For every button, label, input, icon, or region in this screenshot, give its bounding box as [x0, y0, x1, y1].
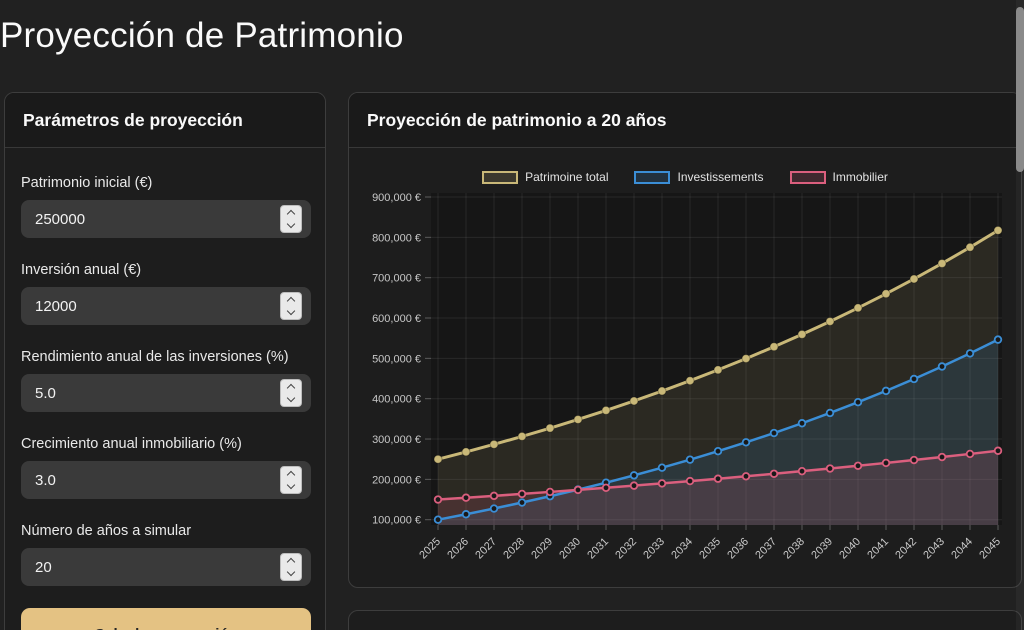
inversion-anual-value: 12000 — [35, 297, 77, 315]
legend-label: Patrimoine total — [525, 170, 609, 184]
chevron-up-icon[interactable] — [286, 209, 296, 219]
chart-card-title: Proyección de patrimonio a 20 años — [349, 93, 1021, 148]
crecimiento-inmobiliario-label: Crecimiento anual inmobiliario (%) — [21, 436, 242, 452]
svg-text:2035: 2035 — [697, 536, 723, 562]
number-stepper[interactable] — [280, 292, 302, 320]
legend-label: Immobilier — [832, 170, 888, 184]
svg-text:2032: 2032 — [613, 536, 639, 562]
projection-chart: 100,000 € 200,000 € 300,000 € 400,000 € 500,… — [372, 192, 1003, 562]
svg-text:400,000 €: 400,000 € — [372, 394, 421, 406]
svg-text:2030: 2030 — [557, 536, 583, 562]
chevron-up-icon[interactable] — [286, 557, 296, 567]
svg-text:2029: 2029 — [529, 536, 555, 562]
svg-text:800,000 €: 800,000 € — [372, 232, 421, 244]
svg-text:2037: 2037 — [753, 536, 779, 562]
rendimiento-anual-input[interactable]: 5.0 — [21, 374, 311, 412]
scrollbar-track[interactable] — [1016, 0, 1024, 630]
legend-swatch-icon — [634, 170, 671, 184]
svg-text:2044: 2044 — [949, 536, 975, 562]
scrollbar-thumb[interactable] — [1016, 7, 1024, 172]
field-inversion-anual: Inversión anual (€) 12000 — [21, 262, 311, 325]
crecimiento-inmobiliario-input[interactable]: 3.0 — [21, 461, 311, 499]
page-title: Proyección de Patrimonio — [0, 16, 404, 55]
patrimonio-inicial-value: 250000 — [35, 210, 86, 228]
bottom-card — [348, 610, 1022, 630]
number-stepper[interactable] — [280, 553, 302, 581]
legend-item-0[interactable]: Patrimoine total — [482, 170, 608, 184]
series-markers-2 — [433, 446, 1003, 504]
svg-text:900,000 €: 900,000 € — [372, 192, 421, 204]
inversion-anual-label: Inversión anual (€) — [21, 262, 142, 278]
field-rendimiento-anual: Rendimiento anual de las inversiones (%)… — [21, 349, 311, 412]
field-patrimonio-inicial: Patrimonio inicial (€) 250000 — [21, 175, 311, 238]
svg-text:2040: 2040 — [837, 536, 863, 562]
plot-area — [431, 193, 1002, 525]
svg-text:200,000 €: 200,000 € — [372, 474, 421, 486]
patrimonio-inicial-label: Patrimonio inicial (€) — [21, 175, 153, 191]
svg-text:700,000 €: 700,000 € — [372, 273, 421, 285]
series-markers-0 — [433, 225, 1003, 464]
axis-ticks — [425, 196, 999, 530]
patrimonio-inicial-input[interactable]: 250000 — [21, 200, 311, 238]
legend-swatch-icon — [482, 170, 519, 184]
legend-item-1[interactable]: Investissements — [634, 170, 764, 184]
svg-text:2039: 2039 — [809, 536, 835, 562]
svg-text:2038: 2038 — [781, 536, 807, 562]
svg-text:500,000 €: 500,000 € — [372, 353, 421, 365]
legend-swatch-icon — [789, 170, 826, 184]
rendimiento-anual-label: Rendimiento anual de las inversiones (%) — [21, 349, 289, 365]
chevron-down-icon[interactable] — [286, 219, 296, 229]
params-form: Patrimonio inicial (€) 250000 Inversión … — [5, 148, 325, 630]
rendimiento-anual-value: 5.0 — [35, 384, 56, 402]
gridlines — [431, 193, 1002, 525]
legend-label: Investissements — [677, 170, 764, 184]
number-stepper[interactable] — [280, 205, 302, 233]
numero-anos-label: Número de años a simular — [21, 523, 192, 539]
chevron-up-icon[interactable] — [286, 296, 296, 306]
svg-text:2036: 2036 — [725, 536, 751, 562]
svg-text:300,000 €: 300,000 € — [372, 434, 421, 446]
calcular-proyeccion-button[interactable]: Calcular proyección — [21, 608, 311, 630]
chevron-up-icon[interactable] — [286, 470, 296, 480]
svg-text:2028: 2028 — [501, 536, 527, 562]
svg-text:2027: 2027 — [473, 536, 499, 562]
svg-text:2026: 2026 — [445, 536, 471, 562]
svg-text:2025: 2025 — [417, 536, 443, 562]
svg-text:2033: 2033 — [641, 536, 667, 562]
chevron-down-icon[interactable] — [286, 393, 296, 403]
area-fill-1 — [438, 339, 998, 525]
chart-card: Proyección de patrimonio a 20 años 100,0… — [348, 92, 1022, 588]
chart-legend: Patrimoine total Investissements Immobilie… — [349, 170, 1021, 184]
chevron-up-icon[interactable] — [286, 383, 296, 393]
field-crecimiento-inmobiliario: Crecimiento anual inmobiliario (%) 3.0 — [21, 436, 311, 499]
svg-text:2034: 2034 — [669, 536, 695, 562]
svg-text:2043: 2043 — [921, 536, 947, 562]
svg-text:600,000 €: 600,000 € — [372, 313, 421, 325]
numero-anos-value: 20 — [35, 558, 52, 576]
numero-anos-input[interactable]: 20 — [21, 548, 311, 586]
chart-body: 100,000 € 200,000 € 300,000 € 400,000 € 500,… — [349, 148, 1021, 586]
chevron-down-icon[interactable] — [286, 480, 296, 490]
svg-text:2045: 2045 — [977, 536, 1003, 562]
svg-text:2041: 2041 — [865, 536, 891, 562]
chevron-down-icon[interactable] — [286, 306, 296, 316]
svg-text:100,000 €: 100,000 € — [372, 515, 421, 527]
chevron-down-icon[interactable] — [286, 567, 296, 577]
params-card: Parámetros de proyección Patrimonio inic… — [4, 92, 326, 630]
legend-item-2[interactable]: Immobilier — [789, 170, 888, 184]
params-card-title: Parámetros de proyección — [5, 93, 325, 148]
svg-text:2042: 2042 — [893, 536, 919, 562]
y-axis-labels: 100,000 € 200,000 € 300,000 € 400,000 € 500,… — [372, 192, 421, 527]
area-fill-0 — [438, 230, 998, 525]
svg-text:2031: 2031 — [585, 536, 611, 562]
inversion-anual-input[interactable]: 12000 — [21, 287, 311, 325]
number-stepper[interactable] — [280, 466, 302, 494]
number-stepper[interactable] — [280, 379, 302, 407]
x-axis-labels: 2025 2026 2027 2028 2029 2030 2031 2032 2033 2034… — [417, 536, 1003, 562]
crecimiento-inmobiliario-value: 3.0 — [35, 471, 56, 489]
field-numero-anos: Número de años a simular 20 — [21, 523, 311, 586]
